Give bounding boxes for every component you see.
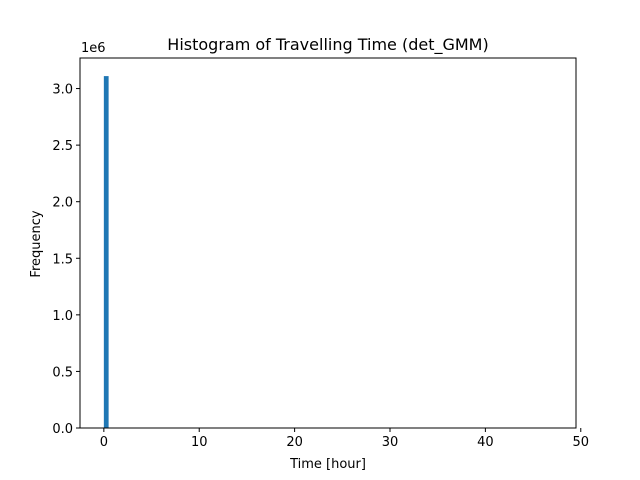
x-axis-label: Time [hour] <box>289 457 366 472</box>
chart-title: Histogram of Travelling Time (det_GMM) <box>167 35 488 55</box>
x-tick-label: 50 <box>572 435 589 450</box>
y-tick-label: 1.0 <box>52 309 73 324</box>
y-ticks: 0.0 0.5 1.0 1.5 2.0 2.5 3.0 <box>52 83 80 437</box>
y-tick-label: 2.0 <box>52 196 73 211</box>
histogram-bar <box>103 76 109 428</box>
y-tick-label: 0.5 <box>52 365 73 380</box>
bars-group <box>103 76 109 428</box>
x-tick-label: 10 <box>191 435 208 450</box>
x-tick-label: 0 <box>100 435 108 450</box>
y-tick-label: 2.5 <box>52 139 73 154</box>
x-tick-label: 30 <box>382 435 399 450</box>
x-tick-label: 40 <box>477 435 494 450</box>
axes-frame <box>79 57 577 429</box>
y-tick-label: 3.0 <box>52 83 73 98</box>
x-tick-label: 20 <box>286 435 303 450</box>
y-offset-label: 1e6 <box>81 41 106 56</box>
y-axis-label: Frequency <box>29 210 44 277</box>
x-ticks: 0 10 20 30 40 50 <box>100 428 589 450</box>
y-tick-label: 1.5 <box>52 252 73 267</box>
y-tick-label: 0.0 <box>52 422 73 437</box>
